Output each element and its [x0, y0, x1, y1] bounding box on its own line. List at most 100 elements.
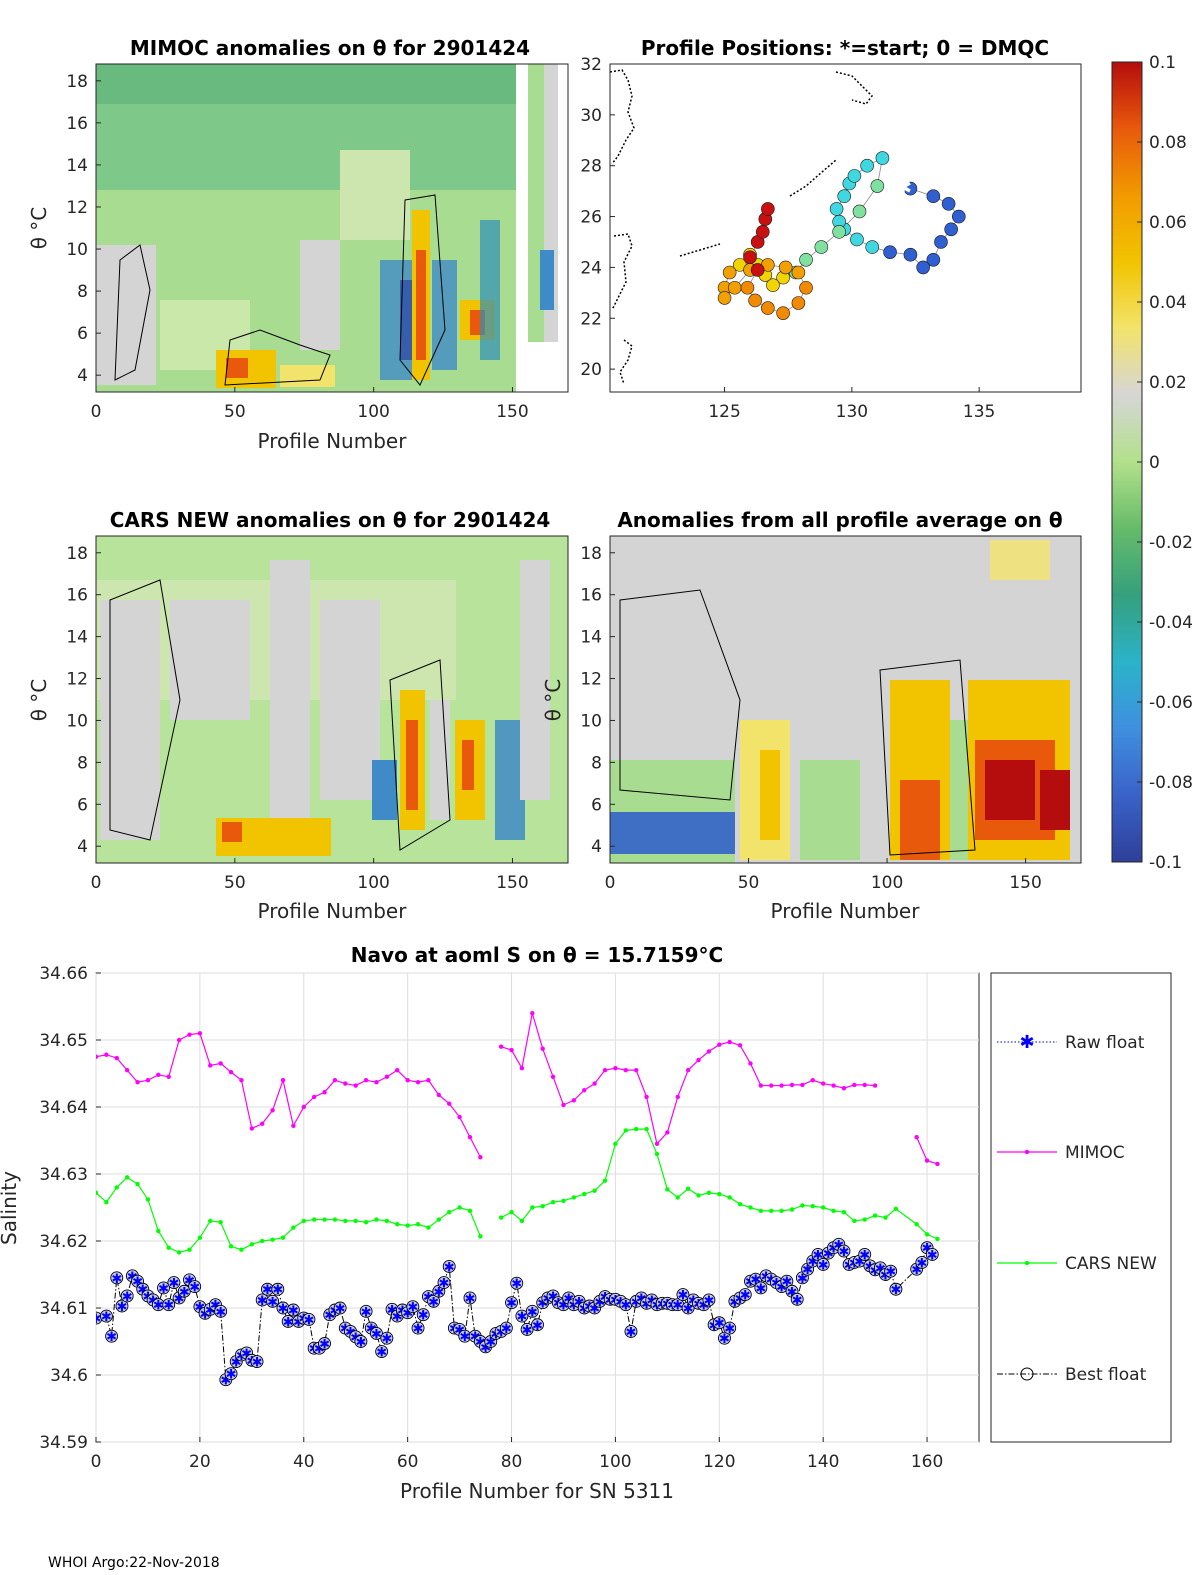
track-point	[852, 204, 867, 219]
raw-float-point: ✱	[387, 1303, 398, 1318]
raw-float-point: ✱	[444, 1260, 455, 1275]
raw-float-point: ✱	[381, 1332, 392, 1347]
x-tick-label: 100	[871, 873, 903, 893]
mimoc-point	[561, 1102, 566, 1108]
best-float-point	[790, 1292, 804, 1306]
cars-new-point	[405, 1223, 410, 1228]
raw-float-point: ✱	[283, 1315, 294, 1330]
cars-anomaly-panel: CARS NEW anomalies on θ for 2901424 0 50 1…	[27, 508, 569, 923]
best-float-point	[723, 1321, 737, 1335]
raw-float-point: ✱	[418, 1309, 429, 1324]
mimoc-point	[550, 1074, 556, 1080]
y-tick-label: 4	[591, 837, 602, 857]
mimoc-point	[820, 1081, 826, 1086]
cars-new-point	[197, 1235, 203, 1240]
mimoc-point	[478, 1155, 483, 1160]
raw-float-point: ✱	[522, 1323, 533, 1338]
best-float-point	[437, 1276, 451, 1289]
mimoc-point	[135, 1080, 140, 1085]
cars-new-point	[124, 1175, 130, 1180]
x-tick-label: 60	[397, 1452, 419, 1472]
y-tick-label: 14	[66, 156, 88, 176]
y-tick-label: 14	[580, 628, 602, 648]
mimoc-point	[322, 1090, 327, 1095]
average-ylabel: θ °C	[541, 679, 565, 722]
mimoc-point	[249, 1126, 255, 1131]
raw-float-point: ✱	[454, 1323, 465, 1338]
cars-axes-box	[95, 535, 569, 864]
salinity-axes-box	[95, 972, 980, 1443]
track-point	[722, 265, 737, 280]
salinity-series: ✱ ✱✱✱✱✱✱✱✱✱✱✱✱✱✱✱✱✱✱✱✱✱✱✱✱✱✱✱✱✱✱✱✱✱✱ ✱✱✱✱ ✱…	[96, 1011, 940, 1389]
cars-new-point	[737, 1201, 743, 1207]
x-tick-label: 100	[357, 402, 389, 422]
y-tick-label: 34.65	[39, 1031, 88, 1051]
raw-float-point: ✱	[787, 1285, 798, 1300]
mimoc-point	[166, 1074, 171, 1080]
best-float-point	[925, 1247, 939, 1261]
raw-float-point: ✱	[698, 1299, 709, 1314]
x-tick-label: 120	[703, 1452, 735, 1472]
y-tick-label: 12	[66, 670, 88, 690]
raw-float-point: ✱	[626, 1325, 637, 1340]
raw-float-point: ✱	[818, 1258, 829, 1273]
track-point	[870, 179, 885, 193]
cars-new-point	[467, 1208, 473, 1214]
raw-float-point: ✱	[111, 1272, 122, 1287]
mimoc-point	[208, 1063, 213, 1068]
best-float-point	[712, 1316, 726, 1330]
mimoc-point	[311, 1094, 317, 1100]
raw-float-point: ✱	[636, 1292, 647, 1307]
mimoc-ylabel: θ °C	[27, 207, 51, 250]
y-tick-label: 30	[580, 106, 602, 126]
raw-float-point: ✱	[755, 1282, 766, 1297]
track-point	[750, 263, 765, 277]
raw-float-point: ✱	[594, 1295, 605, 1310]
raw-float-point: ✱	[735, 1292, 746, 1307]
best-float-point	[738, 1288, 752, 1302]
raw-float-point: ✱	[740, 1289, 751, 1304]
best-float-point	[816, 1257, 830, 1271]
best-float-point	[427, 1294, 441, 1308]
circle-marker-icon	[1020, 1367, 1034, 1381]
cars-new-point	[291, 1225, 296, 1230]
colorbar-tick-label: -0.02	[1149, 533, 1193, 553]
best-float-point	[318, 1337, 331, 1350]
mimoc-point	[104, 1052, 109, 1057]
track-point	[944, 222, 958, 237]
y-tick-label: 10	[66, 711, 88, 731]
cars-new-point	[665, 1187, 670, 1192]
mimoc-point	[457, 1114, 462, 1120]
raw-float-point: ✱	[781, 1275, 792, 1290]
best-float-point	[702, 1293, 716, 1307]
y-tick-label: 32	[580, 55, 602, 75]
y-tick-label: 6	[591, 795, 602, 815]
mimoc-point	[602, 1067, 608, 1073]
raw-float-point: ✱	[371, 1327, 382, 1342]
y-tick-label: 12	[580, 670, 602, 690]
best-float-point	[286, 1303, 300, 1317]
mimoc-point	[197, 1031, 203, 1036]
mimoc-point	[644, 1094, 649, 1100]
salinity-ticks: 0 20 40 60 80 100 120 140 160 34.59 34.6 34.61 34.62…	[39, 964, 943, 1472]
raw-float-point: ✱	[127, 1270, 138, 1285]
raw-float-point: ✱	[729, 1295, 740, 1310]
mimoc-point	[675, 1094, 680, 1100]
track-point	[727, 280, 742, 295]
raw-float-point: ✱	[137, 1283, 148, 1298]
mimoc-point	[914, 1134, 919, 1140]
raw-float-point: ✱	[413, 1322, 424, 1337]
colorbar: 0.1 0.08 0.06 0.04 0.02 0 -0.02 -0.04 -0.06 -0.08…	[1111, 53, 1193, 873]
y-tick-label: 34.61	[39, 1299, 88, 1319]
mimoc-point	[935, 1161, 940, 1167]
best-float-point	[354, 1335, 368, 1348]
x-tick-label: 20	[189, 1452, 211, 1472]
raw-float-point: ✱	[262, 1283, 273, 1298]
best-float-point	[99, 1309, 113, 1323]
cars-new-point	[561, 1198, 566, 1204]
raw-float-point: ✱	[361, 1305, 372, 1320]
cars-new-point	[301, 1218, 306, 1224]
raw-float-point: ✱	[220, 1374, 231, 1389]
y-tick-label: 6	[77, 324, 88, 344]
cars-new-point	[779, 1208, 784, 1214]
